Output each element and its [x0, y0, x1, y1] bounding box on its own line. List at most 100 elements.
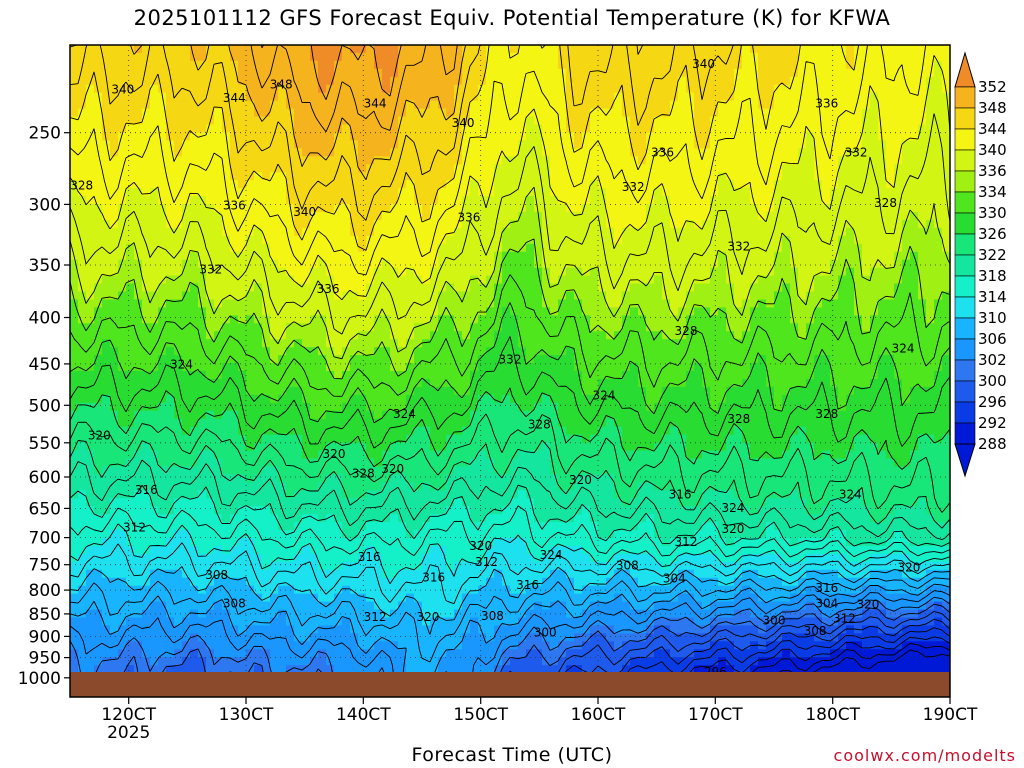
field-cell	[910, 219, 919, 229]
field-cell	[822, 60, 831, 70]
field-cell	[646, 394, 655, 404]
field-cell	[822, 347, 831, 356]
field-cell	[166, 315, 175, 324]
field-cell	[406, 124, 415, 134]
field-cell	[278, 116, 287, 126]
field-cell	[526, 100, 535, 110]
field-cell	[566, 243, 575, 253]
field-cell	[398, 68, 407, 78]
field-cell	[574, 196, 583, 205]
field-cell	[814, 219, 823, 229]
field-cell	[726, 124, 735, 134]
field-cell	[518, 291, 527, 301]
field-cell	[854, 363, 863, 372]
field-cell	[150, 180, 159, 189]
field-cell	[462, 307, 471, 316]
field-cell	[670, 52, 679, 62]
field-cell	[70, 76, 79, 86]
field-cell	[510, 371, 519, 380]
field-cell	[70, 148, 79, 157]
field-cell	[486, 204, 495, 213]
field-cell	[782, 227, 791, 237]
field-cell	[918, 291, 927, 301]
field-cell	[734, 291, 743, 301]
field-cell	[134, 394, 143, 404]
field-cell	[230, 156, 239, 165]
field-cell	[870, 68, 879, 78]
field-cell	[870, 164, 879, 173]
field-cell	[526, 243, 535, 253]
field-cell	[742, 211, 751, 221]
field-cell	[838, 315, 847, 324]
field-cell	[758, 275, 767, 285]
field-cell	[630, 132, 639, 142]
field-cell	[686, 323, 695, 332]
field-cell	[710, 243, 719, 253]
field-cell	[414, 291, 423, 301]
field-cell	[726, 275, 735, 285]
field-cell	[462, 124, 471, 134]
field-cell	[126, 140, 135, 149]
field-cell	[606, 92, 615, 102]
field-cell	[942, 315, 950, 324]
field-cell	[302, 259, 311, 269]
field-cell	[174, 227, 183, 237]
field-cell	[254, 172, 263, 181]
field-cell	[142, 188, 151, 197]
field-cell	[918, 235, 927, 245]
field-cell	[878, 227, 887, 237]
field-cell	[134, 291, 143, 301]
field-cell	[878, 394, 887, 404]
field-cell	[582, 68, 591, 78]
field-cell	[438, 204, 447, 213]
field-cell	[294, 259, 303, 269]
field-cell	[822, 323, 831, 332]
field-cell	[526, 235, 535, 245]
field-cell	[214, 291, 223, 301]
field-cell	[206, 323, 215, 332]
field-cell	[870, 92, 879, 102]
field-cell	[478, 371, 487, 380]
field-cell	[470, 140, 479, 149]
field-cell	[430, 299, 439, 308]
field-cell	[390, 204, 399, 213]
field-cell	[830, 164, 839, 173]
field-cell	[350, 394, 359, 404]
field-cell	[110, 116, 119, 126]
field-cell	[238, 132, 247, 142]
field-cell	[334, 219, 343, 229]
field-cell	[118, 211, 127, 221]
field-cell	[542, 45, 551, 54]
field-cell	[142, 235, 151, 245]
field-cell	[358, 378, 367, 388]
field-cell	[742, 148, 751, 157]
field-cell	[894, 235, 903, 245]
field-cell	[206, 124, 215, 134]
field-cell	[862, 275, 871, 285]
field-cell	[134, 259, 143, 269]
field-cell	[606, 132, 615, 142]
field-cell	[798, 251, 807, 261]
field-cell	[774, 116, 783, 126]
field-cell	[86, 84, 95, 94]
field-cell	[238, 243, 247, 253]
field-cell	[718, 132, 727, 142]
field-cell	[902, 315, 911, 324]
field-cell	[262, 267, 271, 277]
field-cell	[222, 124, 231, 134]
field-cell	[558, 60, 567, 70]
field-cell	[798, 60, 807, 70]
field-cell	[310, 363, 319, 372]
field-cell	[582, 291, 591, 301]
field-cell	[478, 291, 487, 301]
field-cell	[126, 323, 135, 332]
field-cell	[110, 68, 119, 78]
field-cell	[742, 100, 751, 110]
field-cell	[374, 339, 383, 348]
field-cell	[494, 164, 503, 173]
field-cell	[934, 132, 943, 142]
field-cell	[222, 196, 231, 205]
field-cell	[166, 76, 175, 86]
field-cell	[286, 124, 295, 134]
field-cell	[886, 235, 895, 245]
